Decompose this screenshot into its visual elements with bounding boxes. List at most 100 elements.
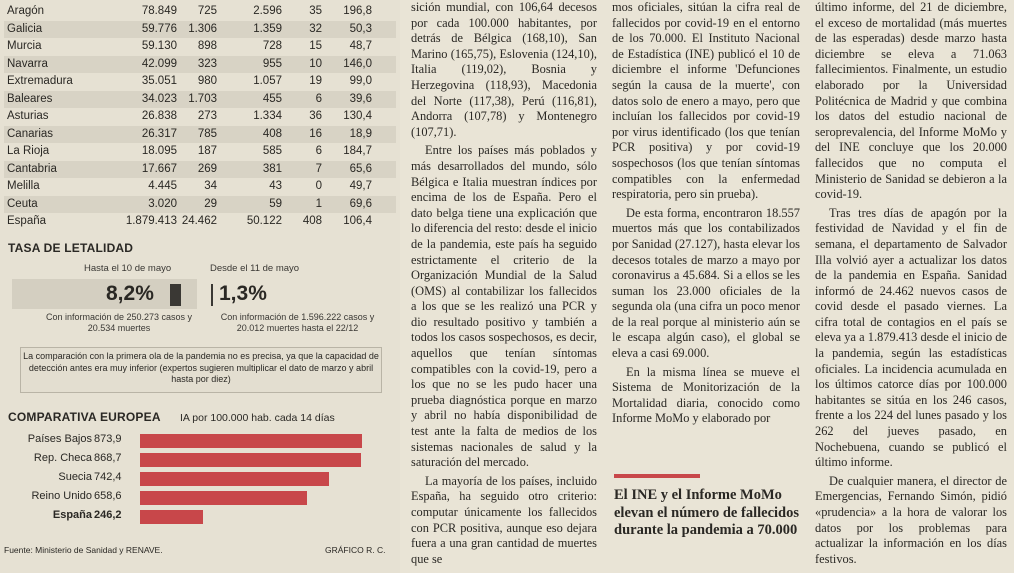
bar-value-label: 246,2 <box>94 509 122 521</box>
table-cell: 15 <box>309 40 322 52</box>
table-cell: 1.306 <box>188 22 217 35</box>
table-cell: 17.667 <box>141 162 177 175</box>
table-cell: 29 <box>204 197 217 210</box>
table-cell: 6 <box>315 92 322 105</box>
table-cell: 26.838 <box>141 110 177 122</box>
bar-category-label: Reino Unido <box>31 490 92 502</box>
table-cell: 39,6 <box>349 92 372 105</box>
table-cell: 10 <box>309 57 322 70</box>
table-cell: 32 <box>309 22 322 35</box>
table-cell: 1.359 <box>253 22 282 35</box>
table-cell: 50,3 <box>349 22 372 35</box>
table-cell: 1 <box>315 197 322 210</box>
table-cell: 50.122 <box>246 215 282 227</box>
chart-subtitle: IA por 100.000 hab. cada 14 días <box>180 412 335 424</box>
table-cell: 1.879.413 <box>125 215 177 227</box>
article-column-3: último informe, del 21 de diciembre, el … <box>815 0 1007 567</box>
region-name: España <box>7 215 47 227</box>
table-cell: 6 <box>315 145 322 157</box>
pull-quote: El INE y el Informe MoMo elevan el númer… <box>614 487 799 538</box>
table-cell: 408 <box>262 127 282 140</box>
table-cell: 196,8 <box>343 5 372 17</box>
table-cell: 24.462 <box>181 215 217 227</box>
chart-title: COMPARATIVA EUROPEA <box>8 410 161 424</box>
infographic: Aragón 78.849 725 2.596 35 196,8 Galicia 59.776… <box>0 0 400 573</box>
col1-paragraph: Entre los países más poblados y más desa… <box>411 143 597 470</box>
bar-value-label: 658,6 <box>94 490 122 502</box>
region-table: Aragón 78.849 725 2.596 35 196,8 Galicia 59.776… <box>4 3 396 231</box>
lethality-before-value: 8,2% <box>106 282 154 305</box>
region-name: Murcia <box>7 40 42 52</box>
article-column-1: sición mundial, con 106,64 decesos por c… <box>411 0 597 567</box>
table-cell: 728 <box>262 40 282 52</box>
col2-paragraph: De esta forma, encontraron 18.557 muerto… <box>612 205 800 361</box>
region-name: Asturias <box>7 110 49 122</box>
table-cell: 3.020 <box>148 197 177 210</box>
credit-text: GRÁFICO R. C. <box>325 545 386 555</box>
bar <box>140 472 329 486</box>
table-cell: 273 <box>197 110 217 122</box>
table-row: España 1.879.413 24.462 50.122 408 106,4 <box>4 213 396 231</box>
article-column-2: mos oficiales, sitúan la cifra real de f… <box>612 0 800 427</box>
lethality-before-bar <box>170 284 181 306</box>
col3-paragraph: último informe, del 21 de diciembre, el … <box>815 0 1007 202</box>
table-cell: 2.596 <box>253 5 282 17</box>
lethality-before-label: Hasta el 10 de mayo <box>84 263 172 274</box>
col2-paragraph: mos oficiales, sitúan la cifra real de f… <box>612 0 800 202</box>
europe-bar-chart: Países Bajos 873,9 Rep. Checa 868,7 Suecia 74… <box>0 430 400 535</box>
lethality-after-bar <box>211 284 213 306</box>
table-cell: 184,7 <box>343 145 372 157</box>
table-cell: 26.317 <box>141 127 177 140</box>
bar-category-label: Rep. Checa <box>33 452 92 464</box>
table-cell: 35.051 <box>141 75 177 87</box>
bar-value-label: 742,4 <box>94 471 122 483</box>
source-text: Fuente: Ministerio de Sanidad y RENAVE. <box>4 545 163 555</box>
table-cell: 34 <box>204 180 217 192</box>
comparison-note: La comparación con la primera ola de la … <box>20 347 382 393</box>
region-name: Navarra <box>7 57 48 70</box>
region-name: Baleares <box>7 92 53 105</box>
table-cell: 59.776 <box>141 22 177 35</box>
table-cell: 455 <box>262 92 282 105</box>
table-row: Navarra 42.099 323 955 10 146,0 <box>4 55 396 73</box>
bar-category-label: España <box>52 509 92 521</box>
lethality-before-box <box>12 279 197 309</box>
bar <box>140 510 203 524</box>
table-row: Cantabria 17.667 269 381 7 65,6 <box>4 160 396 178</box>
region-name: Cantabria <box>7 162 57 175</box>
bar <box>140 453 361 467</box>
table-row: La Rioja 18.095 187 585 6 184,7 <box>4 143 396 161</box>
bar-category-label: Suecia <box>58 471 92 483</box>
region-name: Canarias <box>7 127 54 140</box>
table-row: Aragón 78.849 725 2.596 35 196,8 <box>4 3 396 21</box>
table-cell: 19 <box>309 75 322 87</box>
table-cell: 18,9 <box>349 127 372 140</box>
table-cell: 187 <box>197 145 217 157</box>
table-row: Asturias 26.838 273 1.334 36 130,4 <box>4 108 396 126</box>
table-cell: 955 <box>262 57 282 70</box>
col3-paragraph: Tras tres días de apagón por la festivid… <box>815 205 1007 470</box>
region-name: Ceuta <box>7 197 38 210</box>
table-row: Baleares 34.023 1.703 455 6 39,6 <box>4 90 396 108</box>
bar-category-label: Países Bajos <box>27 433 92 445</box>
lethality-after-label: Desde el 11 de mayo <box>210 263 300 274</box>
table-cell: 898 <box>197 40 217 52</box>
lethality-title: TASA DE LETALIDAD <box>8 241 134 255</box>
region-name: Aragón <box>7 5 45 17</box>
table-cell: 106,4 <box>343 215 372 227</box>
table-cell: 59 <box>269 197 282 210</box>
table-cell: 146,0 <box>343 57 372 70</box>
table-row: Murcia 59.130 898 728 15 48,7 <box>4 38 396 56</box>
region-name: Extremadura <box>7 75 73 87</box>
lethality-before-note: Con información de 250.273 casos y 20.53… <box>45 312 193 333</box>
col3-paragraph: De cualquier manera, el director de Emer… <box>815 473 1007 566</box>
table-cell: 980 <box>197 75 217 87</box>
table-row: Melilla 4.445 34 43 0 49,7 <box>4 178 396 196</box>
table-cell: 381 <box>262 162 282 175</box>
table-cell: 1.057 <box>253 75 282 87</box>
pull-quote-rule <box>614 474 700 478</box>
table-cell: 18.095 <box>141 145 177 157</box>
table-cell: 785 <box>197 127 217 140</box>
bar <box>140 491 307 505</box>
table-cell: 16 <box>309 127 322 140</box>
